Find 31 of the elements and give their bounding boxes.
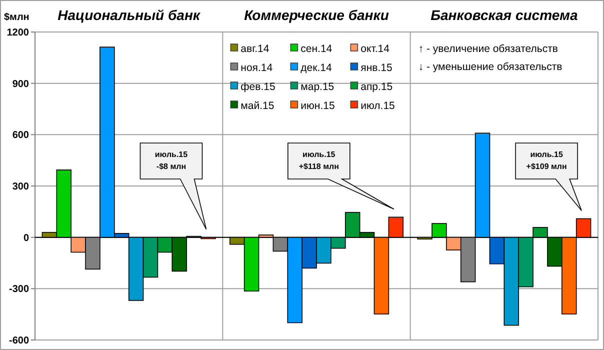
callout: июль.15 -$8 млн: [140, 142, 207, 230]
x-tick-label: Банковская система: [430, 7, 578, 23]
annotation: июль.15 -$8 млн: [154, 150, 188, 171]
callout: июль.15 +$118 млн: [288, 142, 394, 210]
y-tick-label: -600: [8, 336, 30, 346]
y-tick-label: 0: [23, 232, 30, 244]
y-tick-label: -300: [8, 284, 30, 296]
y-axis-title: $млн: [4, 12, 30, 23]
legend-label: дек.14: [300, 62, 332, 74]
x-tick-label: Национальный банк: [58, 7, 201, 23]
legend-label: янв.15: [360, 62, 392, 74]
legend-label: май.15: [240, 100, 274, 112]
x-tick-label: Коммерческие банки: [244, 7, 390, 23]
legend-label: фев.15: [240, 81, 276, 93]
annotation: июль.15 +$109 млн: [526, 150, 567, 171]
legend-label: сен.14: [300, 43, 332, 55]
legend-label: июл.15: [360, 100, 396, 112]
legend-label: авг.14: [240, 43, 270, 55]
y-tick-label: 1200: [6, 28, 30, 38]
legend-label: июн.15: [300, 100, 335, 112]
annotation: ↑ - увеличение обязательств: [418, 43, 558, 55]
annotation: ↓ - уменьшение обязательств: [418, 61, 563, 73]
y-tick-label: 900: [12, 78, 30, 90]
legend-label: апр.15: [360, 81, 393, 93]
y-tick-label: 600: [12, 130, 30, 142]
callout: июль.15 +$109 млн: [515, 142, 582, 212]
legend-label: окт.14: [360, 43, 390, 55]
legend-label: мар.15: [300, 81, 334, 93]
y-tick-label: 300: [12, 182, 30, 192]
annotation: июль.15 +$118 млн: [298, 150, 340, 171]
legend-label: ноя.14: [240, 62, 273, 74]
